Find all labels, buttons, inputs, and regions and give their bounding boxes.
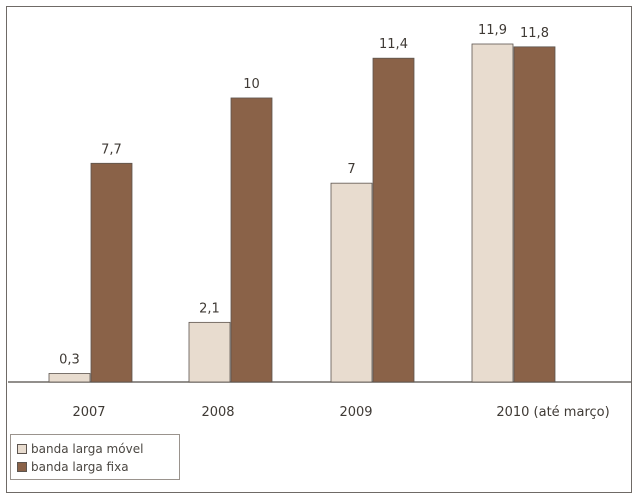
data-label-fixa-2007: 7,7 <box>101 142 122 157</box>
legend: banda larga móvel banda larga fixa <box>10 434 180 480</box>
bar-fixa-2008 <box>230 97 273 383</box>
data-label-movel-2010: 11,9 <box>478 23 507 38</box>
legend-swatch-movel <box>17 444 27 454</box>
bar-movel-2008 <box>188 321 231 383</box>
data-label-fixa-2010: 11,8 <box>520 26 549 41</box>
x-tick-label-2009: 2009 <box>339 405 372 420</box>
bar-movel-2007 <box>48 373 91 383</box>
data-label-movel-2009: 7 <box>347 162 355 177</box>
legend-label-fixa: banda larga fixa <box>31 460 129 474</box>
bar-fixa-2009 <box>372 57 415 383</box>
x-tick-label-2008: 2008 <box>201 405 234 420</box>
legend-item-fixa: banda larga fixa <box>17 458 179 476</box>
x-tick-label-2010: 2010 (até março) <box>496 405 609 420</box>
data-label-movel-2008: 2,1 <box>199 301 220 316</box>
legend-swatch-fixa <box>17 462 27 472</box>
data-label-movel-2007: 0,3 <box>59 352 80 367</box>
bar-movel-2009 <box>330 182 373 383</box>
bar-movel-2010 <box>471 43 514 383</box>
bar-fixa-2007 <box>90 162 133 383</box>
data-label-fixa-2008: 10 <box>243 77 260 92</box>
legend-label-movel: banda larga móvel <box>31 442 144 456</box>
data-label-fixa-2009: 11,4 <box>379 37 408 52</box>
legend-item-movel: banda larga móvel <box>17 440 179 458</box>
x-tick-label-2007: 2007 <box>72 405 105 420</box>
bar-fixa-2010 <box>513 46 556 383</box>
